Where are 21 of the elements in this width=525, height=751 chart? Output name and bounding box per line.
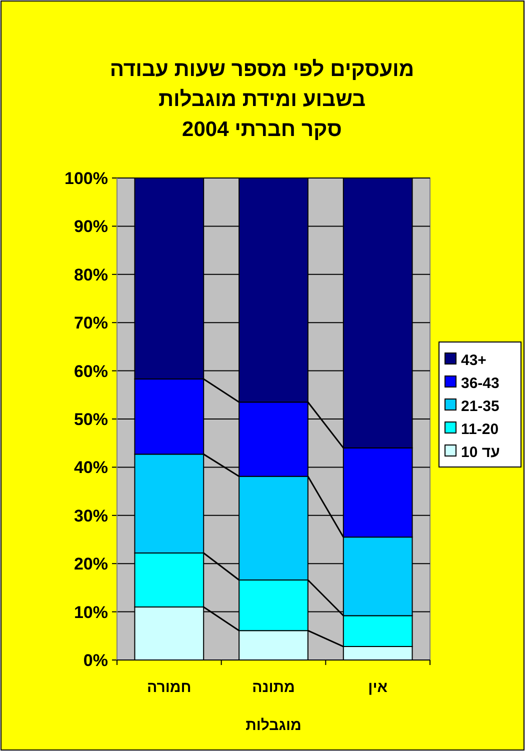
chart-title: מועסקים לפי מספר שעות עבודה בשבוע ומידת מוגבלות סקר חברתי 2004 [110, 58, 414, 141]
x-axis-title: מוגבלות [246, 717, 302, 734]
legend-label: עד 10 [461, 444, 500, 461]
x-tick-label: מתונה [252, 679, 295, 696]
y-tick-label: 30% [74, 506, 108, 526]
y-tick-label: 100% [64, 169, 108, 188]
y-tick-label: 0% [83, 651, 108, 670]
y-tick-label: 10% [74, 602, 108, 622]
x-tick-label: אין [368, 679, 388, 696]
y-tick-label: 80% [74, 265, 108, 284]
legend-label: 43+ [461, 352, 487, 369]
y-tick-label: 70% [74, 314, 108, 333]
x-tick-label: חמורה [147, 679, 192, 696]
y-tick-label: 60% [74, 362, 108, 381]
y-tick-label: 50% [74, 410, 108, 429]
y-tick-label: 40% [74, 458, 108, 478]
legend-label: 11-20 [461, 421, 499, 438]
y-tick-label: 90% [74, 217, 108, 236]
y-tick-label: 20% [74, 554, 108, 574]
legend-label: 21-35 [461, 398, 500, 415]
legend-label: 36-43 [461, 375, 500, 392]
